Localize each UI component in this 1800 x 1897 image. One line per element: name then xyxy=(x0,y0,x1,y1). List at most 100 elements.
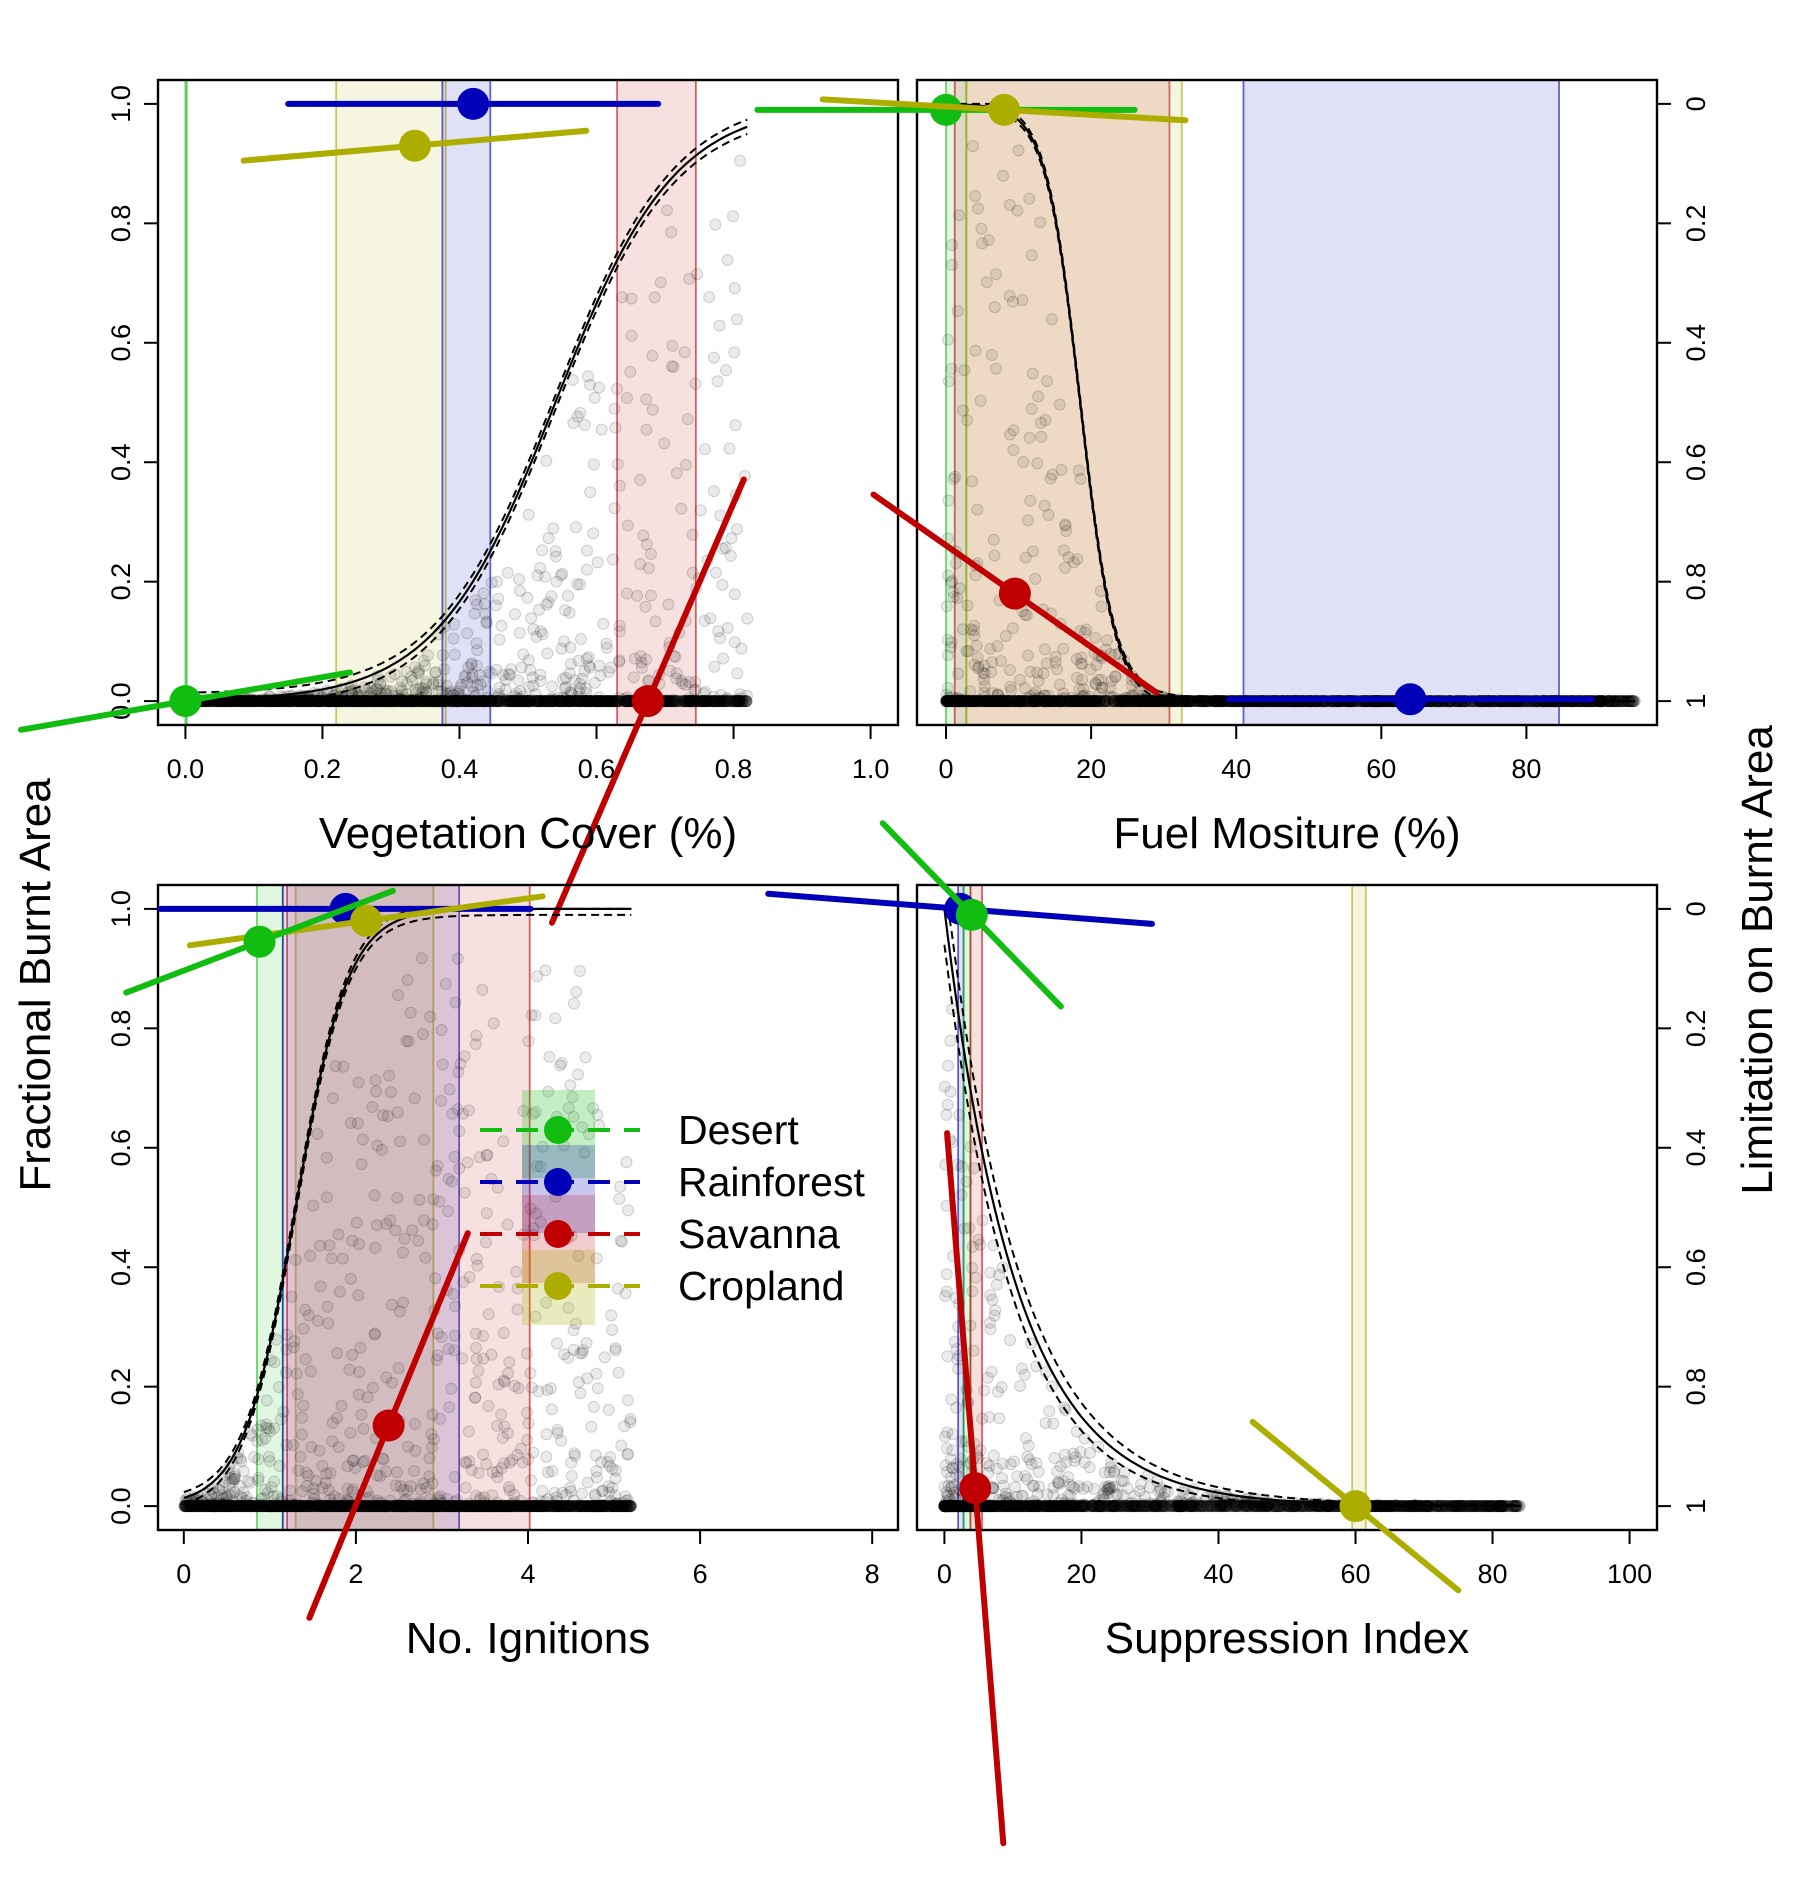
scatter-point xyxy=(613,655,626,668)
scatter-point xyxy=(406,695,419,708)
scatter-point xyxy=(576,695,589,708)
scatter-point xyxy=(1040,657,1053,670)
scatter-point xyxy=(501,695,514,708)
scatter-point xyxy=(406,695,419,708)
scatter-point xyxy=(448,648,461,661)
scatter-point xyxy=(341,695,354,708)
scatter-point xyxy=(585,695,598,708)
scatter-point xyxy=(666,695,679,708)
scatter-point xyxy=(497,1327,510,1339)
scatter-point xyxy=(703,291,716,304)
scatter-point xyxy=(984,642,997,655)
scatter-point xyxy=(438,695,451,708)
scatter-point xyxy=(477,695,490,708)
scatter-point xyxy=(951,592,964,605)
scatter-point xyxy=(322,1317,335,1330)
scatter-point xyxy=(411,695,424,708)
scatter-point xyxy=(490,695,503,708)
scatter-point xyxy=(492,688,505,700)
scatter-point xyxy=(326,695,339,708)
scatter-point xyxy=(525,612,538,625)
scatter-point xyxy=(459,695,472,707)
scatter-point xyxy=(1059,692,1072,705)
scatter-point xyxy=(346,695,359,708)
scatter-point xyxy=(986,656,998,669)
scatter-point xyxy=(556,695,569,708)
y-tick-label: 1.0 xyxy=(106,85,136,123)
scatter-point xyxy=(506,695,519,708)
scatter-point xyxy=(551,695,564,708)
scatter-point xyxy=(452,685,465,698)
scatter-point xyxy=(535,695,548,708)
scatter-point xyxy=(356,695,369,708)
scatter-point xyxy=(534,674,547,687)
scatter-point xyxy=(944,641,957,654)
scatter-point xyxy=(706,695,719,708)
scatter-point xyxy=(726,695,739,708)
scatter-point xyxy=(731,313,743,326)
scatter-point xyxy=(560,695,573,708)
scatter-point xyxy=(326,695,339,708)
scatter-point xyxy=(366,694,379,707)
scatter-point xyxy=(513,695,526,708)
scatter-point xyxy=(400,695,413,708)
scatter-point xyxy=(503,1356,516,1369)
scatter-point xyxy=(675,674,688,687)
scatter-point xyxy=(374,695,387,708)
scatter-point xyxy=(334,693,346,706)
scatter-point xyxy=(439,695,451,708)
scatter-point xyxy=(618,695,631,708)
scatter-point xyxy=(592,691,605,704)
scatter-point xyxy=(415,681,428,694)
scatter-point xyxy=(469,695,482,708)
scatter-point xyxy=(428,695,441,708)
scatter-point xyxy=(409,693,422,706)
scatter-point xyxy=(588,676,601,689)
scatter-point xyxy=(445,1382,458,1395)
scatter-point xyxy=(707,690,720,703)
scatter-point xyxy=(514,692,526,705)
scatter-point xyxy=(467,686,480,699)
scatter-point xyxy=(530,695,543,708)
scatter-point xyxy=(330,695,343,708)
scatter-point xyxy=(499,673,512,686)
scatter-point xyxy=(546,695,559,708)
scatter-point xyxy=(485,695,498,708)
x-tick-label: 20 xyxy=(1076,754,1106,784)
scatter-point xyxy=(1025,249,1038,262)
scatter-point xyxy=(739,695,752,708)
scatter-point xyxy=(602,695,615,708)
scatter-point xyxy=(469,695,482,708)
scatter-point xyxy=(380,694,393,707)
scatter-point xyxy=(957,404,969,417)
scatter-point xyxy=(604,695,617,708)
scatter-point xyxy=(990,268,1003,281)
scatter-point xyxy=(504,695,517,708)
scatter-point xyxy=(420,676,433,688)
scatter-point xyxy=(1073,683,1086,696)
scatter-point xyxy=(555,695,568,708)
scatter-point xyxy=(466,668,479,681)
scatter-point xyxy=(586,695,599,708)
scatter-point xyxy=(552,695,564,708)
biome-marker-savanna xyxy=(998,577,1031,610)
scatter-point xyxy=(492,592,505,605)
scatter-point xyxy=(438,695,451,708)
scatter-point xyxy=(1003,289,1016,302)
scatter-point xyxy=(602,666,615,678)
scatter-point xyxy=(417,682,430,695)
scatter-point xyxy=(681,413,694,426)
scatter-point xyxy=(394,695,407,708)
scatter-point xyxy=(344,1272,357,1285)
scatter-point xyxy=(580,687,593,700)
scatter-point xyxy=(1080,623,1093,636)
scatter-point xyxy=(559,695,572,708)
scatter-point xyxy=(509,695,521,708)
scatter-point xyxy=(598,695,611,708)
scatter-point xyxy=(572,654,585,667)
scatter-point xyxy=(374,695,387,708)
scatter-point xyxy=(675,502,688,515)
scatter-point xyxy=(692,695,705,708)
scatter-point xyxy=(499,683,512,696)
scatter-point xyxy=(356,694,369,707)
